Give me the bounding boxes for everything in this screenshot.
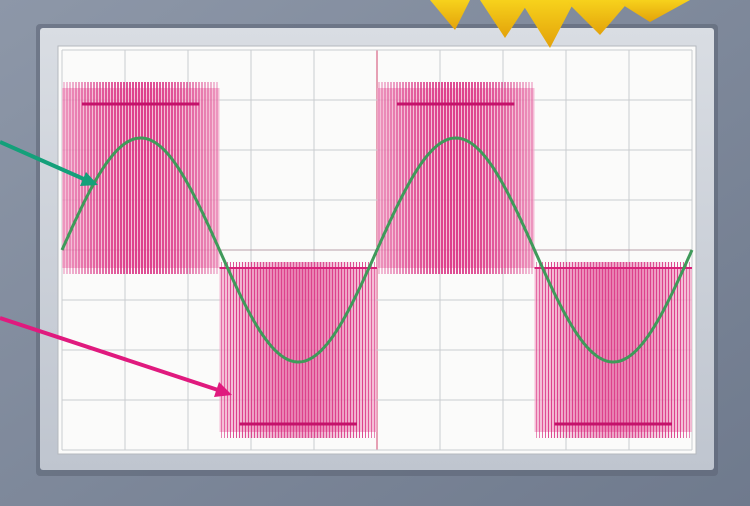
petal xyxy=(615,0,690,22)
petal xyxy=(430,0,470,30)
arrows xyxy=(0,140,232,397)
arrow-line xyxy=(0,316,219,392)
petal xyxy=(520,0,575,48)
petal xyxy=(480,0,530,38)
arrow-head xyxy=(80,172,98,186)
petal xyxy=(565,0,630,35)
arrow-line xyxy=(0,140,87,182)
flower xyxy=(430,0,690,48)
arrow-head xyxy=(214,382,232,397)
pwm-signal xyxy=(62,82,692,438)
sine-wave xyxy=(60,136,694,364)
